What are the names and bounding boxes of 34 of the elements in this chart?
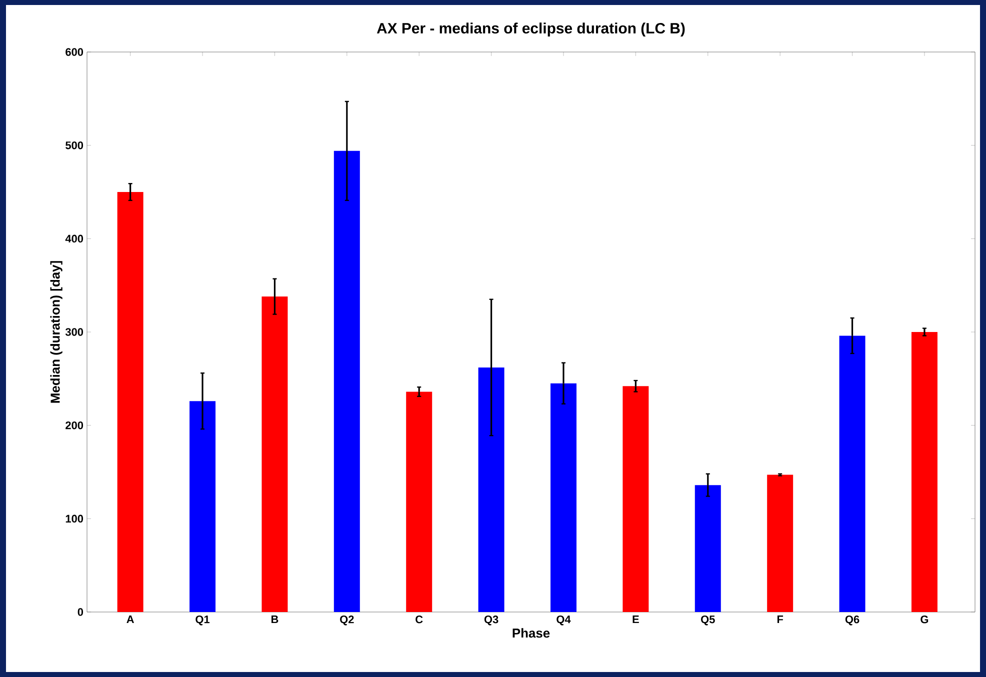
bar	[117, 192, 144, 612]
x-tick-label: Q1	[196, 616, 210, 626]
x-tick-label: C	[416, 616, 423, 624]
x-tick-label: F	[777, 616, 784, 624]
bar	[911, 332, 938, 612]
y-tick-label: 100	[66, 514, 84, 523]
y-axis-title: Median (duration) [day]	[50, 261, 62, 403]
bar	[767, 474, 794, 612]
chart-title: AX Per - medians of eclipse duration (LC B)	[376, 22, 685, 36]
x-tick-label: Q6	[845, 616, 860, 626]
x-axis-title: Phase	[512, 628, 550, 638]
bar	[478, 367, 504, 612]
x-tick-label: Q5	[701, 616, 715, 626]
y-tick-label: 400	[65, 234, 84, 243]
y-tick-label: 300	[65, 328, 84, 336]
bar	[262, 296, 288, 612]
x-tick-label: Q4	[556, 616, 571, 626]
x-tick-label: Q2	[340, 616, 354, 626]
bar	[839, 336, 866, 612]
bar	[334, 150, 360, 612]
bar	[190, 401, 216, 612]
bar	[622, 386, 649, 612]
x-tick-label: A	[126, 616, 134, 624]
y-tick-label: 200	[66, 421, 84, 430]
bar	[694, 485, 721, 612]
x-tick-label: E	[632, 616, 639, 624]
y-tick-label: 0	[78, 608, 84, 616]
y-tick-label: 500	[66, 141, 84, 150]
y-tick-label: 600	[66, 48, 84, 56]
bar	[550, 383, 576, 612]
x-tick-label: B	[271, 616, 278, 624]
bar	[406, 392, 432, 612]
x-tick-label: Q3	[484, 616, 498, 626]
x-tick-label: G	[920, 616, 928, 624]
